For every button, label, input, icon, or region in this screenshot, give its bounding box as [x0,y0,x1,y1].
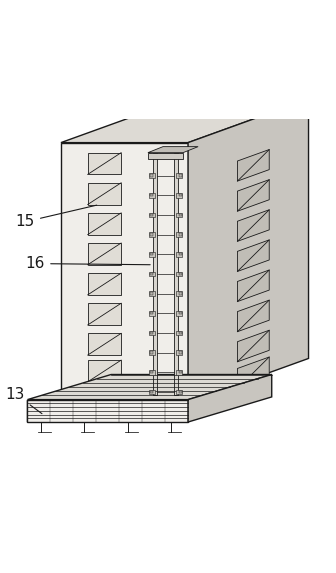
Polygon shape [176,252,182,257]
Polygon shape [179,155,182,157]
Polygon shape [149,272,155,276]
Polygon shape [61,143,188,402]
Polygon shape [179,371,182,374]
Polygon shape [149,232,155,237]
Text: 15: 15 [16,205,97,229]
Text: 16: 16 [26,256,150,271]
Polygon shape [150,155,153,157]
Polygon shape [150,371,153,374]
Polygon shape [148,152,183,159]
Polygon shape [176,272,182,276]
Polygon shape [179,175,182,177]
Polygon shape [150,194,153,197]
Polygon shape [238,330,269,362]
Polygon shape [88,183,121,205]
Polygon shape [88,213,121,234]
Polygon shape [176,173,182,178]
Polygon shape [149,350,155,355]
Polygon shape [88,152,121,174]
Polygon shape [150,253,153,256]
Polygon shape [179,214,182,216]
Polygon shape [179,332,182,334]
Polygon shape [149,154,155,158]
Polygon shape [179,273,182,275]
Polygon shape [150,351,153,354]
Polygon shape [28,399,188,422]
Polygon shape [176,370,182,375]
Polygon shape [149,331,155,335]
Polygon shape [150,332,153,334]
Polygon shape [238,210,269,241]
Polygon shape [153,152,157,395]
Polygon shape [150,233,153,236]
Polygon shape [238,150,269,181]
Polygon shape [176,232,182,237]
Polygon shape [176,213,182,217]
Polygon shape [150,391,153,393]
Polygon shape [238,357,269,388]
Polygon shape [150,312,153,315]
Polygon shape [238,300,269,332]
Polygon shape [238,180,269,211]
Polygon shape [179,233,182,236]
Polygon shape [179,391,182,393]
Polygon shape [176,311,182,316]
Polygon shape [176,193,182,198]
Polygon shape [150,214,153,216]
Polygon shape [188,375,272,422]
Polygon shape [179,194,182,197]
Polygon shape [150,273,153,275]
Polygon shape [150,292,153,295]
Polygon shape [149,193,155,198]
Polygon shape [188,99,308,402]
Polygon shape [148,147,198,152]
Polygon shape [176,390,182,394]
Polygon shape [88,243,121,265]
Polygon shape [149,370,155,375]
Polygon shape [238,240,269,272]
Polygon shape [238,270,269,301]
Polygon shape [179,253,182,256]
Polygon shape [88,333,121,355]
Polygon shape [149,291,155,296]
Polygon shape [176,331,182,335]
Polygon shape [149,390,155,394]
Polygon shape [179,351,182,354]
Polygon shape [179,312,182,315]
Polygon shape [28,375,272,399]
Polygon shape [179,292,182,295]
Polygon shape [176,291,182,296]
Polygon shape [150,175,153,177]
Text: 13: 13 [6,387,42,414]
Polygon shape [149,173,155,178]
Polygon shape [174,152,178,395]
Polygon shape [61,99,308,143]
Polygon shape [88,273,121,295]
Polygon shape [149,252,155,257]
Polygon shape [176,350,182,355]
Polygon shape [176,154,182,158]
Polygon shape [149,311,155,316]
Polygon shape [88,303,121,325]
Polygon shape [149,213,155,217]
Polygon shape [88,360,121,382]
